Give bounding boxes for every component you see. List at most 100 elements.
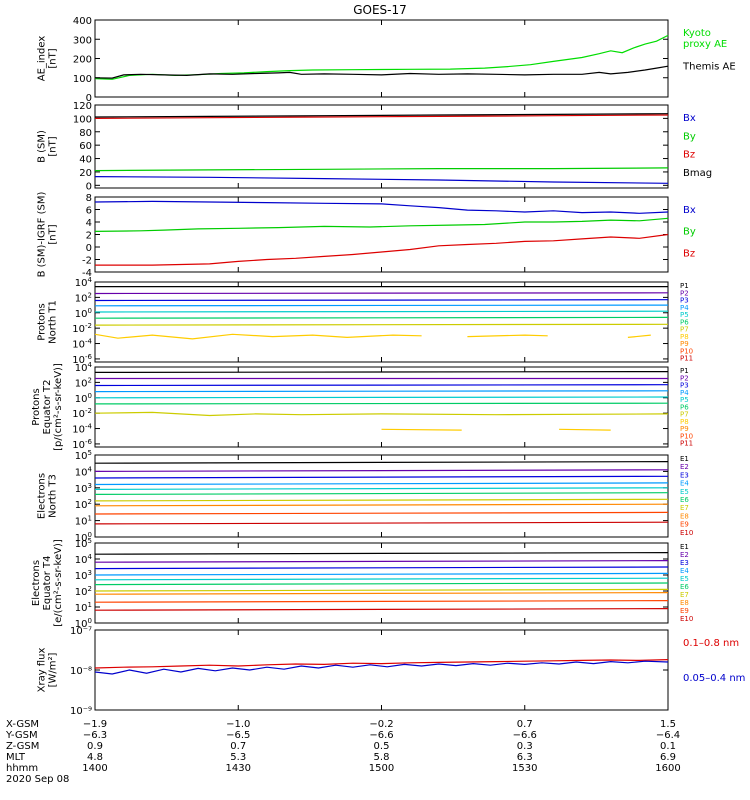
y-tick-label: 10⁻⁹ <box>70 706 92 717</box>
y-axis-label: B (SM) <box>37 130 48 163</box>
legend-entry: E9 <box>680 607 689 615</box>
series-line-p6 <box>94 316 669 319</box>
panel-frame <box>94 629 669 711</box>
x-tick-label: −1.0 <box>226 719 250 730</box>
y-tick-label: 0 <box>86 243 92 254</box>
series-line-p2 <box>94 292 669 295</box>
y-tick-label: 0 <box>86 181 92 192</box>
y-tick-label: 120 <box>73 101 92 112</box>
legend-entry: E4 <box>680 480 689 488</box>
legend-entry: P1 <box>680 282 689 290</box>
legend-entry: Themis AE <box>682 62 736 73</box>
legend-entry: P4 <box>680 304 689 312</box>
y-tick-label: 100 <box>75 392 92 405</box>
y-tick-label: 20 <box>79 168 92 179</box>
x-tick-label: 0.3 <box>517 741 533 752</box>
y-axis-label: [W/m²] <box>48 652 59 687</box>
x-row-label: Z-GSM <box>6 741 39 752</box>
y-axis-label: [nT] <box>48 224 59 244</box>
legend-entry: E9 <box>680 521 689 529</box>
series-line-by <box>94 217 669 232</box>
x-tick-label: −0.2 <box>369 719 393 730</box>
y-tick-exponent: 3 <box>88 569 92 577</box>
series-line-e4 <box>94 482 669 486</box>
y-tick-exponent: -4 <box>85 338 93 346</box>
y-tick-label: 400 <box>73 16 92 27</box>
y-tick-label: 101 <box>75 601 92 614</box>
x-tick-label: −6.5 <box>226 730 250 741</box>
legend-entry: E2 <box>680 551 689 559</box>
series-line-e5 <box>94 577 669 581</box>
legend-entry: E8 <box>680 512 689 520</box>
y-axis-label: AE_index <box>37 36 48 82</box>
date-label: 2020 Sep 08 <box>6 774 69 785</box>
y-tick-exponent: 2 <box>88 376 92 384</box>
series-line-p7 <box>94 411 669 417</box>
y-tick-exponent: 0 <box>88 307 92 315</box>
series-line-e10 <box>94 521 669 525</box>
legend-entry: P11 <box>680 440 693 448</box>
series-line-e3 <box>94 566 669 570</box>
x-tick-label: −6.4 <box>656 730 680 741</box>
series-line-e8 <box>94 503 669 507</box>
x-tick-label: 6.9 <box>660 752 676 763</box>
legend-entry: P10 <box>680 347 693 355</box>
y-tick-label: 10-2 <box>72 407 92 420</box>
y-tick-label: 2 <box>86 231 92 242</box>
y-tick-label: 104 <box>75 276 93 289</box>
legend-entry: E1 <box>680 455 689 463</box>
x-tick-label: 0.5 <box>374 741 390 752</box>
x-tick-label: −6.3 <box>83 730 107 741</box>
series-line-p4 <box>94 304 669 307</box>
x-row-label: Y-GSM <box>5 730 38 741</box>
legend-entry: P9 <box>680 425 689 433</box>
y-tick-label: 101 <box>75 515 92 528</box>
x-tick-label: 1500 <box>369 763 394 774</box>
y-tick-label: 102 <box>75 376 92 389</box>
y-tick-exponent: 0 <box>88 392 92 400</box>
legend-entry: E8 <box>680 599 689 607</box>
legend-entry: P4 <box>680 389 689 397</box>
y-axis-label: [p/(cm²-s-sr-keV)] <box>53 363 64 451</box>
y-axis-label: Equator T2 <box>42 380 53 435</box>
series-line-kyoto-proxy-ae <box>94 34 669 80</box>
y-axis-label: [e/(cm²-s-sr-keV)] <box>53 539 64 627</box>
legend-entry: P5 <box>680 311 689 319</box>
y-tick-label: 104 <box>75 553 93 566</box>
legend-entry: E10 <box>680 529 693 537</box>
series-segment <box>381 428 462 431</box>
series-line-e3 <box>94 475 669 479</box>
legend-entry: E3 <box>680 559 689 567</box>
plot-title: GOES-17 <box>353 3 407 17</box>
legend-entry: E7 <box>680 504 689 512</box>
x-tick-label: −6.6 <box>369 730 393 741</box>
series-line-bx <box>94 176 669 184</box>
y-tick-exponent: 4 <box>88 465 93 473</box>
series-segment <box>627 334 651 338</box>
x-tick-label: 1.5 <box>660 719 676 730</box>
series-line-p5 <box>94 310 669 313</box>
x-tick-label: 0.9 <box>87 741 103 752</box>
y-axis-label: Xray flux <box>37 648 48 693</box>
legend-entry: E6 <box>680 583 689 591</box>
y-tick-exponent: 2 <box>88 585 92 593</box>
legend-entry: P5 <box>680 396 689 404</box>
legend-entry: P6 <box>680 403 689 411</box>
x-tick-label: 0.7 <box>230 741 246 752</box>
panel-frame <box>94 196 669 273</box>
series-segment <box>559 428 611 431</box>
series-line-e1 <box>94 551 669 555</box>
y-tick-exponent: -6 <box>85 438 93 446</box>
y-axis-label: B (SM)-IGRF (SM) <box>37 192 48 278</box>
x-tick-label: 1400 <box>82 763 107 774</box>
y-tick-label: 80 <box>79 128 92 139</box>
panel-8: 10⁻⁷ 10⁻⁸ 10⁻⁹ Xray flux [W/m²] 0.1–0.8 nm 0.0… <box>37 626 746 717</box>
y-tick-label: 6 <box>86 206 92 217</box>
x-tick-label: 0.7 <box>517 719 533 730</box>
series-line-p6 <box>94 402 669 405</box>
legend-entry: P2 <box>680 289 689 297</box>
series-line-e4 <box>94 572 669 576</box>
series-line-p5 <box>94 396 669 399</box>
